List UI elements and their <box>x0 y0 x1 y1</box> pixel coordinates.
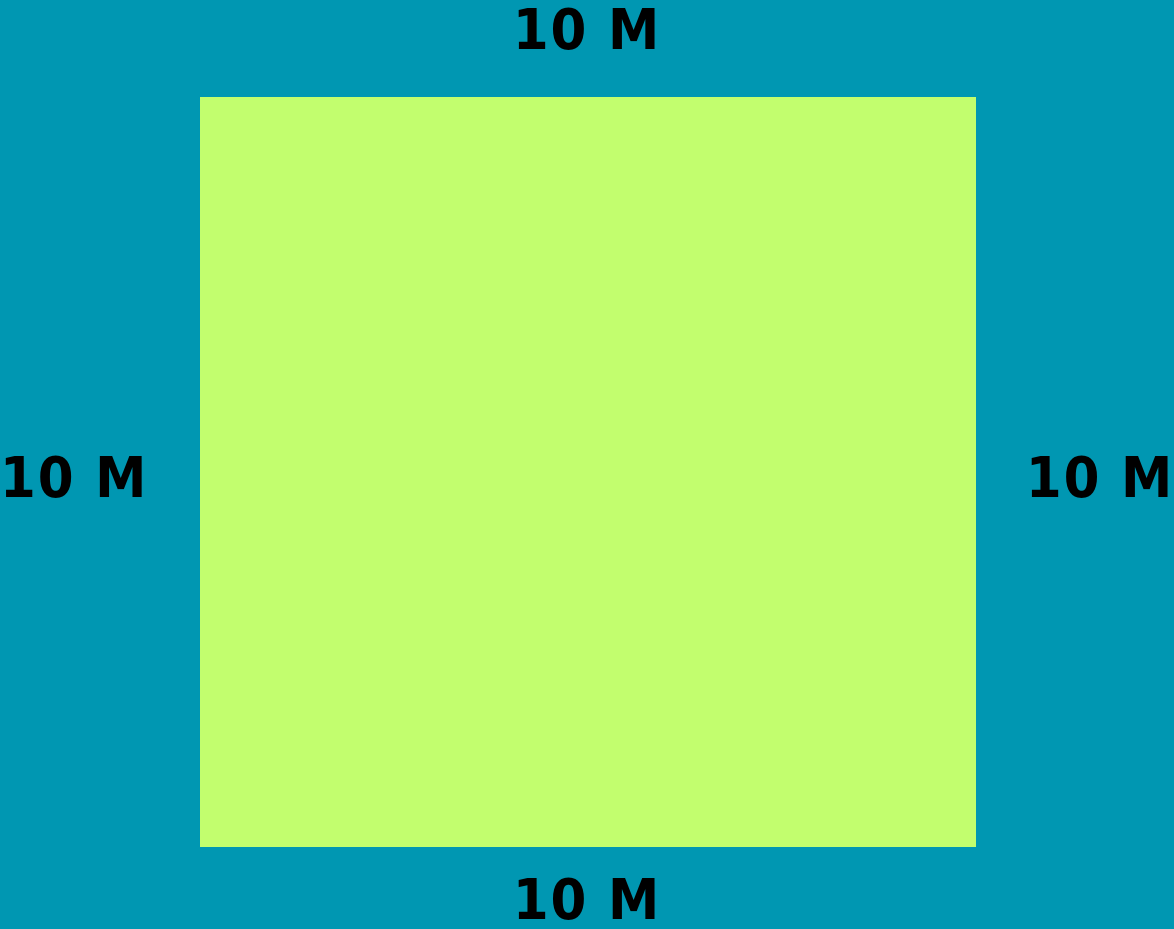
square-shape <box>200 97 976 847</box>
bottom-side-label: 10 M <box>512 868 662 929</box>
top-side-label: 10 M <box>512 0 662 63</box>
right-side-label: 10 M <box>1025 446 1174 511</box>
left-side-label: 10 M <box>0 446 149 511</box>
